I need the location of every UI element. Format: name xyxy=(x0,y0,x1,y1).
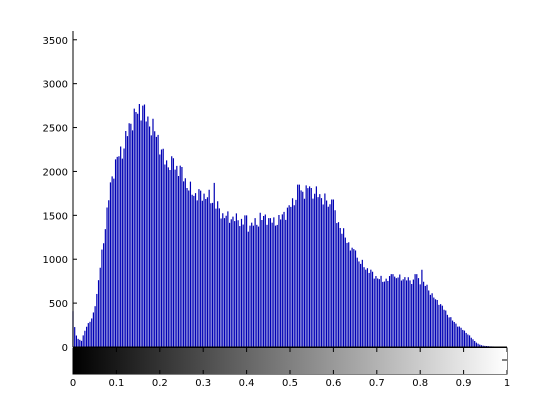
histogram-bars xyxy=(72,103,506,347)
y-tick-label: 3000 xyxy=(43,80,68,91)
x-tick-label: 0.3 xyxy=(195,378,211,389)
x-tick-label: 0.7 xyxy=(369,378,385,389)
y-tick-label: 0 xyxy=(62,343,68,354)
x-tick-label: 0.5 xyxy=(282,378,298,389)
x-tick-label: 0.9 xyxy=(456,378,472,389)
grayscale-colorbar xyxy=(73,348,507,374)
y-tick-label: 3500 xyxy=(43,36,68,47)
x-tick-label: 0.4 xyxy=(239,378,255,389)
y-tick-label: 2500 xyxy=(43,124,68,135)
y-tick-label: 1500 xyxy=(43,211,68,222)
tick-marks xyxy=(72,39,508,374)
y-tick-label: 500 xyxy=(49,299,68,310)
y-tick-label: 2000 xyxy=(43,167,68,178)
x-tick-label: 0 xyxy=(70,378,76,389)
x-tick-labels: 0 0.1 0.2 0.3 0.4 0.5 0.6 0.7 0.8 0.9 1 xyxy=(70,378,510,389)
x-tick-label: 0.8 xyxy=(412,378,428,389)
x-tick-label: 0.1 xyxy=(108,378,124,389)
y-tick-label: 1000 xyxy=(43,255,68,266)
x-tick-label: 0.6 xyxy=(325,378,341,389)
x-tick-label: 1 xyxy=(504,378,510,389)
x-tick-label: 0.2 xyxy=(152,378,168,389)
y-tick-labels: 0 500 1000 1500 2000 2500 3000 3500 xyxy=(43,36,68,354)
